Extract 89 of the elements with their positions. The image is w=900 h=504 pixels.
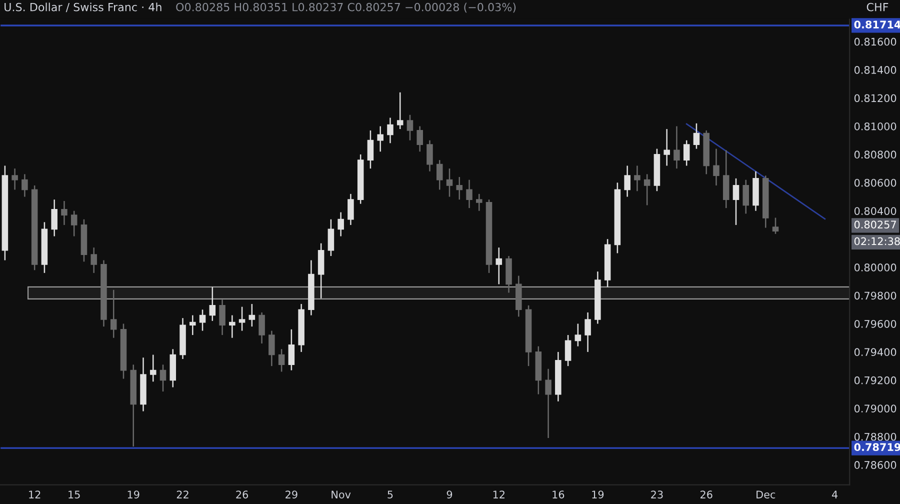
candlestick xyxy=(387,117,394,144)
x-tick-label: 4 xyxy=(832,490,838,498)
x-tick-label: 5 xyxy=(388,490,393,498)
candlestick xyxy=(199,308,206,332)
candlestick xyxy=(722,150,730,209)
candlestick xyxy=(742,179,750,214)
candlestick xyxy=(564,334,572,367)
candlestick xyxy=(732,178,740,226)
candlestick xyxy=(406,114,414,141)
x-tick-label: Dec xyxy=(756,490,776,498)
candlestick xyxy=(367,130,374,170)
y-tick-label: 0.80800 xyxy=(854,150,896,159)
candlestick xyxy=(436,159,443,190)
y-tick-label: 0.80600 xyxy=(854,178,896,187)
candlestick xyxy=(664,128,670,166)
y-tick-label: 0.81600 xyxy=(854,38,896,46)
candlestick xyxy=(396,92,404,130)
candlestick xyxy=(328,218,334,257)
candlestick xyxy=(416,126,423,152)
y-tick-label: 0.81400 xyxy=(854,66,896,74)
candlestick xyxy=(268,330,275,367)
candlestick xyxy=(219,299,226,336)
candlestick xyxy=(61,200,68,226)
text: 02:12:38 xyxy=(854,237,900,246)
candlestick xyxy=(209,286,216,322)
x-tick-label: 16 xyxy=(552,490,564,498)
x-tick-label: 15 xyxy=(68,490,80,498)
candlestick xyxy=(377,126,384,152)
candlestick xyxy=(90,246,97,274)
x-tick-label: 23 xyxy=(651,490,663,498)
y-tick-label: 0.79200 xyxy=(854,376,896,384)
candlestick xyxy=(110,289,117,338)
candlestick xyxy=(644,174,650,206)
x-tick-label: 22 xyxy=(176,490,188,498)
y-tick-label: 0.79600 xyxy=(854,320,896,328)
text: 0.80257 xyxy=(854,220,896,229)
candlestick xyxy=(22,174,28,198)
candlestick xyxy=(190,314,196,336)
candlestick xyxy=(693,122,700,150)
candlestick xyxy=(338,212,344,237)
candlestick xyxy=(258,312,265,344)
candlestick xyxy=(446,168,453,198)
y-tick-label: 0.80000 xyxy=(854,264,896,272)
x-tick-label: 19 xyxy=(592,490,604,498)
y-axis-title: CHF xyxy=(866,2,888,12)
x-tick-label: 12 xyxy=(29,490,40,498)
candlestick xyxy=(288,328,295,371)
candlestick xyxy=(51,198,58,237)
candlestick xyxy=(674,126,680,170)
candlestick xyxy=(160,364,166,392)
x-tick-label: 29 xyxy=(286,490,298,498)
candlestick xyxy=(476,193,482,212)
x-tick-label: 26 xyxy=(700,490,712,498)
y-tick-label: 0.80400 xyxy=(854,207,896,215)
y-tick-label: 0.79800 xyxy=(854,292,896,300)
candlestick xyxy=(624,165,630,198)
y-tick-label: 0.79000 xyxy=(854,404,896,412)
y-tick-label: 0.81000 xyxy=(854,122,896,130)
y-tick-label: 0.78600 xyxy=(854,461,896,469)
candlestick xyxy=(348,193,354,226)
candlestick xyxy=(426,140,433,172)
y-tick-label: 0.81200 xyxy=(854,94,896,102)
candlestick xyxy=(584,312,591,353)
candlestick xyxy=(238,306,246,332)
y-tick-label: 0.78800 xyxy=(854,432,896,441)
candlestick xyxy=(278,348,285,372)
candlestick xyxy=(496,246,502,285)
candlestick xyxy=(248,303,256,328)
candlestick xyxy=(466,179,472,209)
candlestick xyxy=(545,368,552,439)
candlestick xyxy=(634,165,640,192)
chart-subtitle: O0.80285 H0.80351 L0.80237 C0.80257 −0.00028 (−0.03%) xyxy=(176,2,516,13)
candlestick xyxy=(150,354,156,382)
candlestick xyxy=(318,242,324,299)
x-tick-label: 19 xyxy=(128,490,140,498)
x-tick-label: 9 xyxy=(446,490,452,498)
candlestick xyxy=(772,217,779,234)
y-tick-label: 0.79400 xyxy=(854,348,896,356)
candlestick xyxy=(456,176,463,200)
candlestick xyxy=(12,168,18,190)
candlestick xyxy=(683,140,690,166)
x-tick-label: 12 xyxy=(493,490,504,498)
candlestick xyxy=(229,314,236,338)
x-tick-label: 26 xyxy=(236,490,248,498)
candlestick xyxy=(713,148,720,186)
x-tick-label: Nov xyxy=(332,490,351,498)
candlestick xyxy=(574,323,582,347)
candlestick xyxy=(70,210,78,237)
chart-title: U.S. Dollar / Swiss Franc · 4h xyxy=(4,2,162,12)
